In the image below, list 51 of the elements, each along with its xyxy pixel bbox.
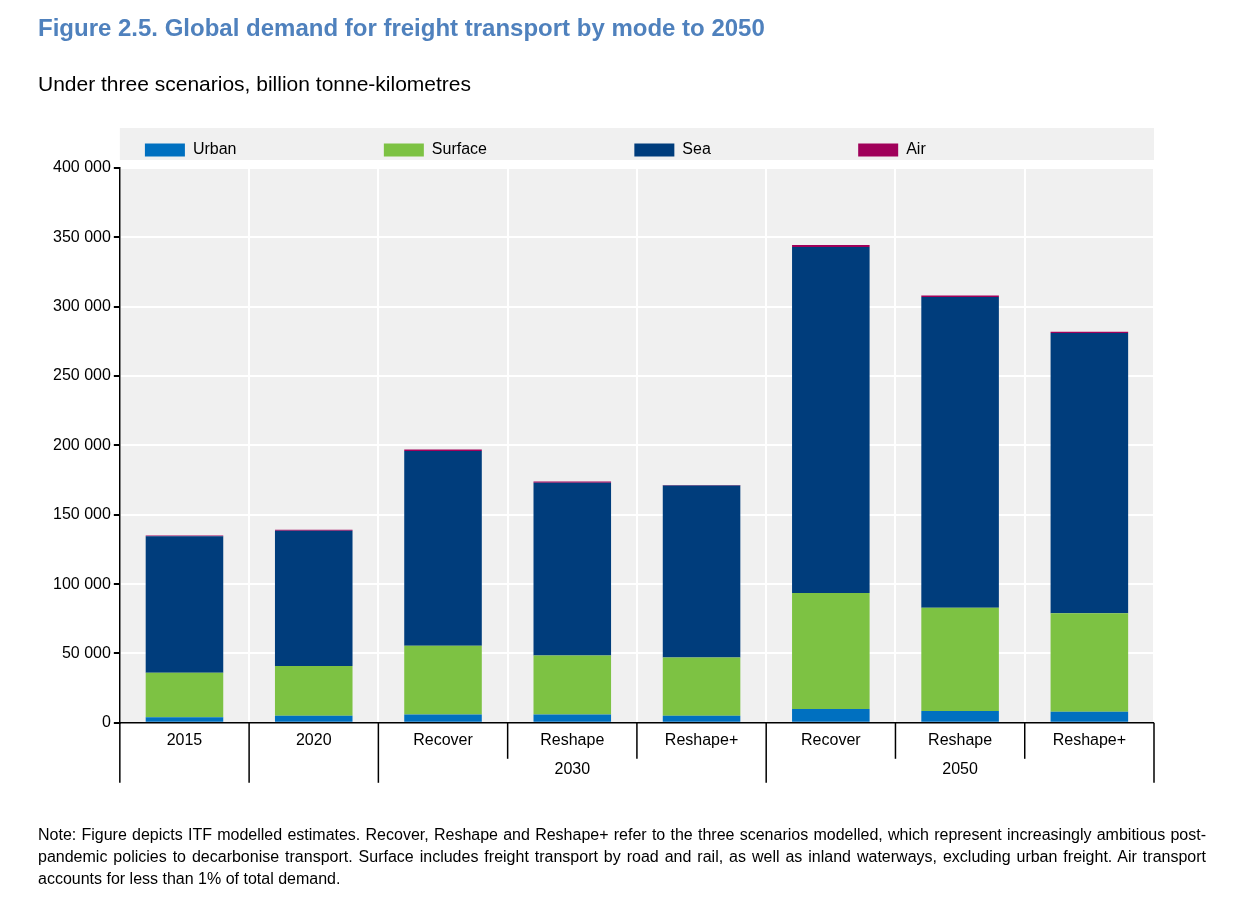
legend-label: Urban [192,140,370,158]
bar [1050,333,1129,614]
bar [1050,613,1129,712]
y-tick-label: 50 000 [61,643,111,661]
y-tick-label: 100 000 [52,574,111,592]
text: Note: Figure depicts ITF modelled estimates. Recover, Reshape and Reshape+ refer to the three scenarios modelled, which represent increasingly ambitious post-pandemic policies to decarbonise transport. Surface includes freight transport by road and rail, as well as inland waterways, excluding urban freight. Air transport accounts for less than 1% of total demand. [38,825,1206,889]
x-tick-label: 2015 [166,730,203,748]
y-tick-label: 0 [101,713,111,731]
bar [662,657,741,716]
x-tick-label: Reshape [540,730,605,748]
legend-label: Air [906,140,1060,158]
x-tick-label: Reshape+ [1052,730,1127,748]
y-tick-label: 250 000 [52,366,111,384]
bar [662,715,741,722]
bar [662,485,741,658]
x-tick-label: Recover [413,730,474,748]
bar [921,607,999,712]
bar [274,715,353,722]
chart-subtitle: Under three scenarios, billion tonne-kilometres [38,72,472,96]
y-tick-label: 200 000 [52,435,111,453]
y-tick-label: 350 000 [52,227,111,245]
bar [404,645,482,715]
bar [792,247,870,594]
bar [792,244,870,248]
bar [274,530,353,666]
bar [404,714,482,722]
bar [792,593,870,709]
bar [792,708,870,722]
bar [533,655,612,715]
bar [145,536,224,673]
bar [921,711,999,722]
bar [533,482,612,656]
legend-label: Sea [682,140,845,158]
y-tick-label: 300 000 [52,297,111,315]
bar [145,717,224,722]
legend-label: Surface [431,140,621,158]
x-tick-label: Reshape [928,730,993,748]
x-tick-label: 2020 [295,730,332,748]
y-tick-label: 400 000 [52,158,111,176]
y-tick-label: 150 000 [52,505,111,523]
bar [1050,711,1129,722]
bar [145,672,224,718]
bar [404,450,482,646]
x-tick-label: Reshape+ [664,730,739,748]
x-tick-label: Recover [801,730,862,748]
text: 2030 [554,760,591,778]
chart-title: Figure 2.5. Global demand for freight transport by mode to 2050 [38,14,765,42]
text: 2050 [942,760,978,778]
bar [533,714,612,722]
bar [921,296,999,608]
bar [274,665,353,716]
